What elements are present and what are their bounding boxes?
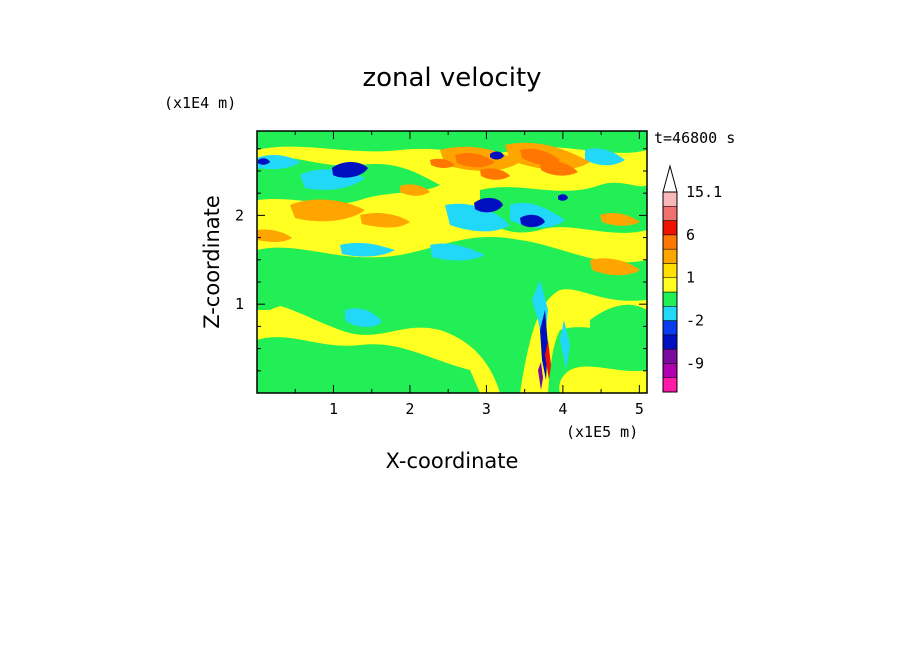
positive-mid-regions [430,148,578,180]
colorbar-swatch [662,377,678,393]
contour-field [257,131,647,393]
vortex-4 [490,151,504,160]
colorbar-swatch [662,248,678,264]
colorbar-swatch [662,234,678,250]
strong-positive-regions [545,340,551,380]
colorbar-label: 1 [686,269,695,287]
x-tick-labels: 1 2 3 4 5 [329,400,644,418]
y-unit-label: (x1E4 m) [164,94,236,112]
negative-mid-regions [257,148,625,370]
x-tick-label: 2 [405,400,414,418]
wave-core [540,310,548,380]
x-tick-label: 1 [329,400,338,418]
y-tick-label: 2 [235,206,244,224]
y-tick-label: 1 [235,295,244,313]
colorbar-swatch [662,220,678,236]
colorbar-swatches [662,191,678,393]
vortex-5 [258,158,270,165]
vortex-1 [332,162,368,178]
colorbar-swatch [662,291,678,307]
deep-negative-regions [538,362,543,390]
y-axis-label: Z-coordinate [200,195,224,329]
x-unit-label: (x1E5 m) [566,423,638,441]
negative-small-regions [257,131,647,393]
x-tick-label: 3 [482,400,491,418]
colorbar-swatch [662,191,678,207]
colorbar-arrow [662,164,678,193]
x-axis-label: X-coordinate [386,449,519,473]
colorbar-swatch [662,363,678,378]
x-tick-label: 5 [635,400,644,418]
colorbar-label: 6 [686,226,695,244]
colorbar-label: 15.1 [686,183,722,201]
colorbar-label: -9 [686,354,704,372]
colorbar-swatch [662,306,678,321]
colorbar-swatch [662,277,678,293]
axis-ticks [257,131,647,393]
colorbar-swatch [662,334,678,350]
colorbar-swatch [662,348,678,364]
vortex-3 [520,214,545,228]
chart-title: zonal velocity [362,63,541,93]
x-tick-label: 4 [558,400,567,418]
colorbar-swatch [662,206,678,221]
y-tick-labels: 1 2 [235,206,244,313]
colorbar: 15.1 6 1 -2 -9 [662,164,722,393]
colorbar-swatch [662,320,678,336]
vortex-2 [474,197,503,213]
colorbar-label: -2 [686,312,704,330]
plot-frame [256,130,648,394]
time-label: t=46800 s [654,129,735,147]
vortex-6 [558,194,568,201]
strong-negative-regions [258,151,568,380]
colorbar-swatch [662,263,678,278]
colorbar-frame [662,191,678,393]
